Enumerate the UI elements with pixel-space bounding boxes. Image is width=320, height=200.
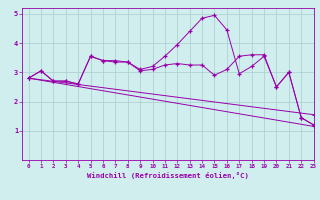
X-axis label: Windchill (Refroidissement éolien,°C): Windchill (Refroidissement éolien,°C) (87, 172, 249, 179)
